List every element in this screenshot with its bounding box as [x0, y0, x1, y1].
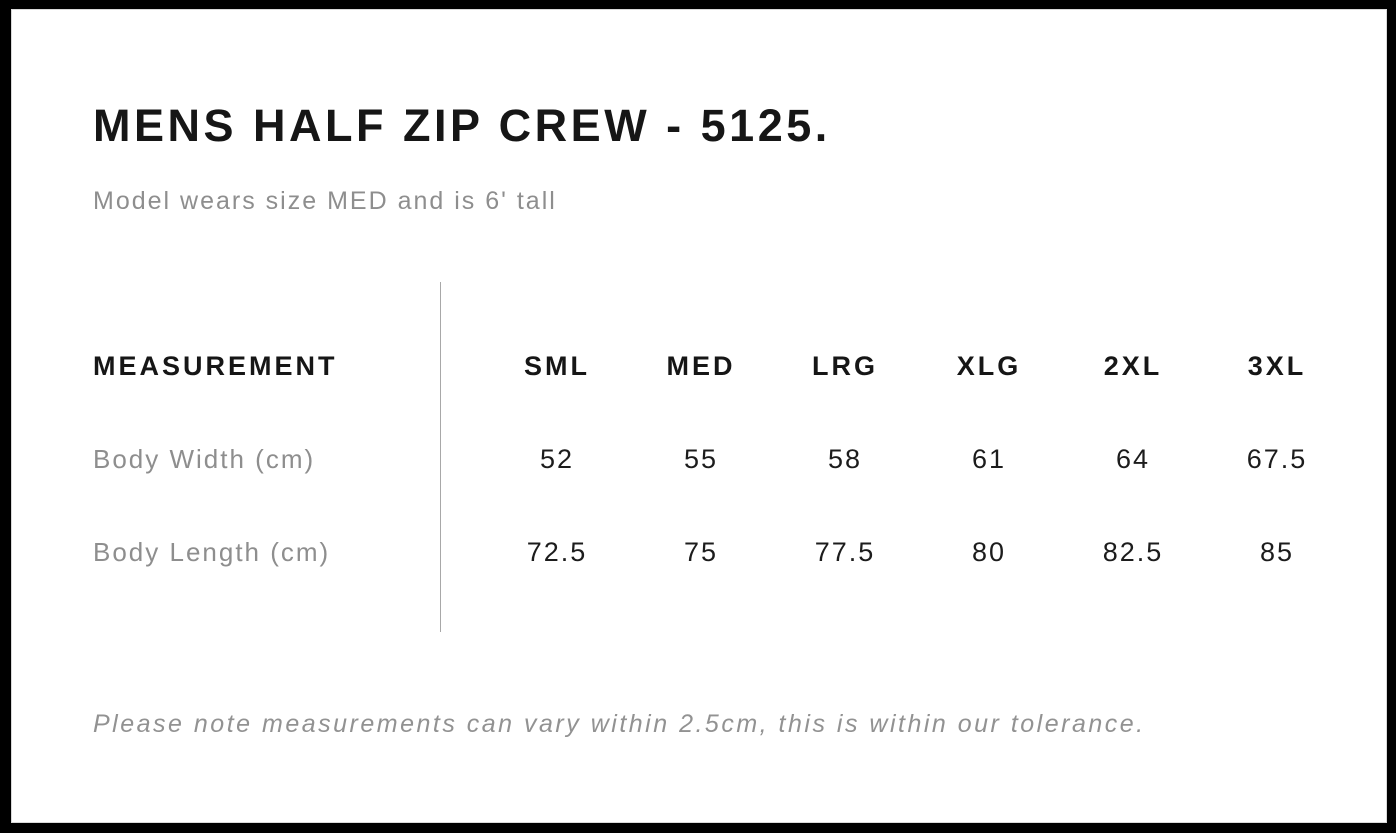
size-column-header-sml: SML: [524, 350, 590, 381]
body-length-value-lrg: 77.5: [814, 536, 876, 567]
body-width-value-med: 55: [683, 443, 719, 474]
body-width-value-2xl: 64: [1115, 443, 1151, 474]
table-row-body-length: Body Length (cm) 72.5 75 77.5 80 82.5 85: [93, 506, 1349, 599]
tolerance-note: Please note measurements can vary within…: [93, 709, 1146, 738]
body-length-value-3xl: 85: [1259, 536, 1295, 567]
size-column-header-2xl: 2XL: [1103, 350, 1163, 381]
page-title: MENS HALF ZIP CREW - 5125.: [93, 100, 831, 151]
size-column-header-med: MED: [666, 350, 736, 381]
body-width-value-3xl: 67.5: [1246, 443, 1308, 474]
table-row-body-width: Body Width (cm) 52 55 58 61 64 67.5: [93, 413, 1349, 506]
size-column-header-xlg: XLG: [956, 350, 1022, 381]
body-length-value-med: 75: [683, 536, 719, 567]
model-info-text: Model wears size MED and is 6' tall: [93, 186, 557, 215]
size-table-header-row: MEASUREMENT SML MED LRG XLG 2XL 3XL: [93, 320, 1349, 413]
row-label-body-width: Body Width (cm): [93, 443, 316, 474]
body-width-value-xlg: 61: [971, 443, 1007, 474]
measurement-column-header: MEASUREMENT: [93, 350, 338, 381]
body-length-value-2xl: 82.5: [1102, 536, 1164, 567]
row-label-body-length: Body Length (cm): [93, 536, 331, 567]
size-table: MEASUREMENT SML MED LRG XLG 2XL 3XL Body…: [93, 281, 1349, 632]
body-width-value-sml: 52: [539, 443, 575, 474]
body-length-value-sml: 72.5: [526, 536, 588, 567]
size-column-header-lrg: LRG: [812, 350, 878, 381]
body-width-value-lrg: 58: [827, 443, 863, 474]
table-divider: [440, 281, 441, 632]
body-length-value-xlg: 80: [971, 536, 1007, 567]
size-column-header-3xl: 3XL: [1247, 350, 1307, 381]
